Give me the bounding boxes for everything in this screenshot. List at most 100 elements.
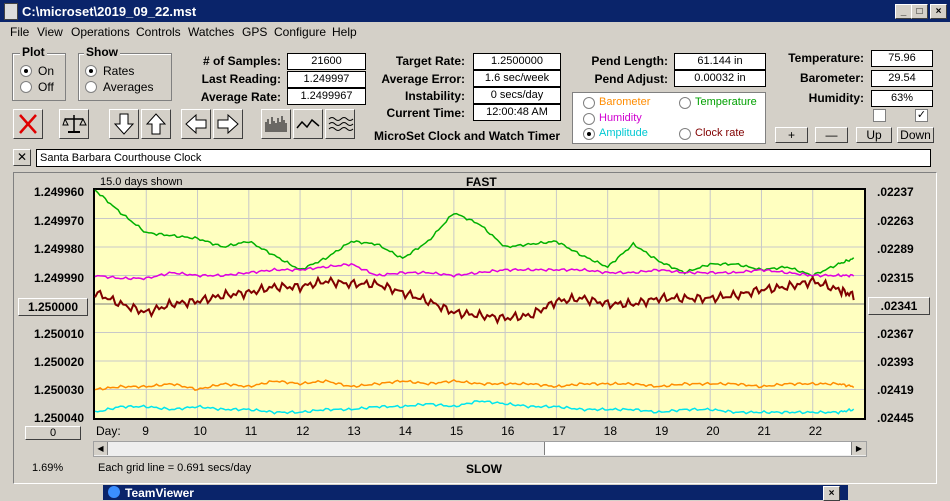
zero-button[interactable]: 0 [25, 426, 81, 440]
average-error-field: 1.6 sec/week [473, 70, 561, 87]
current-time-field: 12:00:48 AM [473, 104, 561, 121]
fast-label: FAST [466, 175, 497, 189]
center-value-button[interactable]: 1.250000 [18, 298, 88, 316]
humidity-radio[interactable] [583, 113, 595, 125]
window-title: C:\microset\2019_09_22.mst [22, 4, 197, 19]
barometer-radio[interactable] [583, 97, 595, 109]
maximize-icon[interactable]: □ [911, 4, 928, 19]
close-icon[interactable]: × [930, 4, 947, 19]
show-rates-radio[interactable] [85, 65, 97, 77]
clock-name-field[interactable]: Santa Barbara Courthouse Clock [36, 149, 931, 167]
clock-rate-option: Clock rate [695, 127, 745, 139]
clear-name-button[interactable]: ✕ [13, 149, 31, 166]
bar-view-button[interactable] [261, 109, 291, 139]
samples-label: # of Samples: [202, 54, 281, 68]
menu-view[interactable]: View [37, 25, 63, 39]
x-tick-label: 15 [449, 424, 464, 438]
arrow-right-button[interactable] [213, 109, 243, 139]
x-tick-label: 16 [501, 424, 515, 438]
arrow-left-button[interactable] [181, 109, 211, 139]
arrow-down-icon [113, 113, 135, 135]
humidity-series [94, 262, 855, 281]
barometer-label: Barometer: [799, 71, 864, 85]
x-tick-label: 21 [757, 424, 771, 438]
menu-watches[interactable]: Watches [188, 25, 235, 39]
y-right-tick: .02419 [877, 383, 914, 397]
teamviewer-close-icon[interactable]: × [823, 486, 840, 501]
minus-button[interactable]: — [815, 127, 848, 143]
y-right-tick: .02289 [877, 242, 914, 256]
y-right-tick: .02367 [877, 327, 914, 341]
arrow-left-icon [185, 113, 207, 135]
scroll-left-icon[interactable]: ◀ [94, 442, 108, 455]
days-shown-label: 15.0 days shown [100, 176, 183, 188]
menu-configure[interactable]: Configure [274, 25, 327, 39]
plot-off-radio[interactable] [20, 81, 32, 93]
y-left-tick: 1.249980 [33, 242, 84, 256]
temperature-radio[interactable] [679, 97, 691, 109]
amplitude-option: Amplitude [599, 127, 648, 139]
plot-on-label: On [38, 64, 55, 78]
clock-rate-series [94, 275, 855, 326]
x-tick-label: 17 [552, 424, 566, 438]
clear-x-icon: ✕ [16, 150, 28, 164]
temperature-option: Temperature [695, 96, 757, 108]
show-group-label: Show [84, 45, 120, 59]
y-right-tick: .02263 [877, 214, 914, 228]
x-tick-label: 20 [706, 424, 720, 438]
wave-view-button[interactable] [325, 109, 355, 139]
plot-on-radio[interactable] [20, 65, 32, 77]
menu-operations[interactable]: Operations [71, 25, 130, 39]
scroll-right-icon[interactable]: ▶ [851, 442, 866, 455]
plus-button[interactable]: + [775, 127, 808, 143]
minimize-icon[interactable]: _ [895, 4, 912, 19]
menu-bar: File View Operations Controls Watches GP… [0, 22, 950, 42]
average-rate-field: 1.2499967 [287, 88, 366, 105]
right-checkbox[interactable]: ✓ [915, 109, 928, 122]
teamviewer-window-bar[interactable]: TeamViewer × [103, 485, 848, 501]
target-rate-label: Target Rate: [395, 54, 465, 68]
x-tick-label: 14 [398, 424, 412, 438]
line-chart-icon [296, 118, 320, 129]
average-error-label: Average Error: [381, 72, 465, 86]
temperature-field: 75.96 [871, 50, 933, 67]
menu-file[interactable]: File [10, 25, 30, 39]
menu-gps[interactable]: GPS [242, 25, 268, 39]
arrow-up-button[interactable] [141, 109, 171, 139]
stop-button[interactable] [13, 109, 43, 139]
amplitude-radio[interactable] [583, 128, 595, 140]
left-checkbox[interactable] [873, 109, 886, 122]
app-icon [4, 3, 18, 20]
target-rate-field[interactable]: 1.2500000 [473, 53, 561, 70]
chart-scrollbar[interactable]: ◀ ▶ [93, 441, 867, 457]
rate-chart [93, 188, 866, 420]
y-left-tick: 1.250040 [33, 411, 84, 425]
percent-label: 1.69% [32, 462, 64, 474]
x-tick-label: 10 [193, 424, 207, 438]
y-right-tick: .02393 [877, 355, 914, 369]
up-button[interactable]: Up [856, 127, 892, 143]
chart-panel [13, 172, 937, 484]
menu-controls[interactable]: Controls [136, 25, 181, 39]
right-center-button[interactable]: .02341 [868, 297, 930, 315]
pend-adjust-label: Pend Adjust: [594, 72, 668, 86]
pend-length-field: 61.144 in [674, 53, 766, 70]
plot-off-label: Off [38, 80, 54, 94]
series-group [94, 189, 855, 415]
samples-field: 21600 [287, 53, 366, 70]
scroll-thumb[interactable] [544, 442, 851, 455]
teamviewer-title: TeamViewer [125, 486, 194, 500]
x-tick-label: 13 [347, 424, 361, 438]
menu-help[interactable]: Help [332, 25, 357, 39]
y-left-tick: 1.250020 [33, 355, 84, 369]
clock-rate-radio[interactable] [679, 128, 691, 140]
down-button[interactable]: Down [897, 127, 934, 143]
amplitude-series [94, 400, 855, 415]
line-view-button[interactable] [293, 109, 323, 139]
arrow-down-button[interactable] [109, 109, 139, 139]
last-reading-label: Last Reading: [201, 72, 281, 86]
balance-button[interactable] [59, 109, 89, 139]
show-group [78, 53, 172, 101]
temperature-label: Temperature: [788, 51, 864, 65]
show-averages-radio[interactable] [85, 81, 97, 93]
